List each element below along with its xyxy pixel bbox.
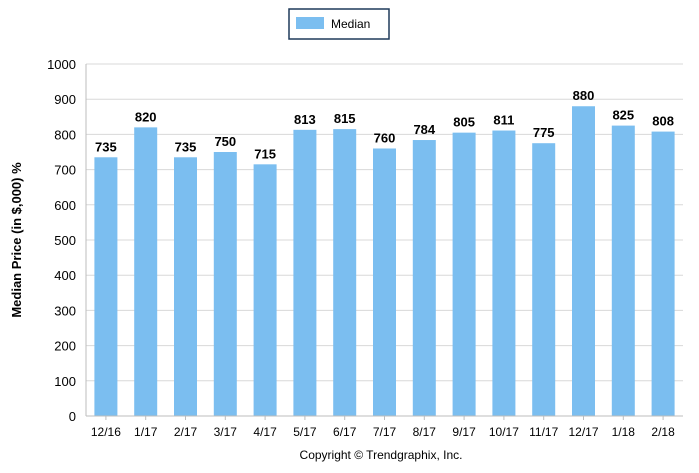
x-tick-label: 2/18 [651,425,675,439]
x-tick-label: 8/17 [413,425,437,439]
bar [373,148,396,417]
copyright-text: Copyright © Trendgraphix, Inc. [300,448,463,462]
data-label: 825 [612,108,634,123]
data-label: 820 [135,109,157,124]
y-tick-label: 400 [54,268,76,283]
x-tick-label: 12/17 [568,425,598,439]
data-label: 808 [652,114,674,129]
bar [452,132,476,416]
bar [532,143,556,416]
data-label: 715 [254,146,276,161]
x-tick-label: 4/17 [253,425,277,439]
bar [611,125,635,416]
data-label: 735 [175,139,197,154]
y-tick-label: 800 [54,127,76,142]
bar [572,106,595,417]
legend-label: Median [331,17,370,31]
y-tick-label: 500 [54,233,76,248]
data-label: 880 [573,88,595,103]
data-label: 784 [413,122,435,137]
data-label: 813 [294,112,316,127]
x-tick-label: 12/16 [91,425,121,439]
y-tick-label: 100 [54,374,76,389]
y-tick-label: 300 [54,303,76,318]
x-tick-label: 10/17 [489,425,519,439]
legend: Median [288,8,390,40]
axes [85,64,683,417]
x-tick-label: 7/17 [373,425,397,439]
bar [293,129,317,416]
y-tick-label: 1000 [47,57,76,72]
bar [492,130,516,416]
bar [412,140,436,417]
x-tick-label: 6/17 [333,425,357,439]
bar [94,157,118,416]
data-label: 805 [453,115,475,130]
x-tick-label: 1/18 [612,425,636,439]
y-axis-title: Median Price (in $,000) % [9,162,24,318]
data-label: 750 [214,134,236,149]
data-label: 775 [533,125,555,140]
bar [213,152,237,416]
data-label: 735 [95,139,117,154]
y-tick-label: 0 [69,409,76,424]
bar [253,164,277,416]
x-tick-label: 1/17 [134,425,158,439]
y-axis-ticks: 0 100 200 300 400 500 600 700 800 900 1000 [47,57,76,424]
legend-swatch [296,17,324,29]
data-labels: 735 820 735 750 715 813 815 760 784 805 811 775 880 8… [95,88,674,161]
data-label: 760 [374,130,396,145]
x-tick-label: 5/17 [293,425,317,439]
bar [174,157,197,416]
bar [333,129,357,416]
y-tick-label: 600 [54,198,76,213]
bar [651,131,675,417]
bar-series [94,106,675,417]
data-label: 815 [334,111,356,126]
x-tick-label: 3/17 [214,425,238,439]
data-label: 811 [493,113,514,128]
y-tick-label: 200 [54,339,76,354]
x-tick-label: 11/17 [529,425,558,439]
x-tick-label: 9/17 [452,425,476,439]
y-tick-label: 700 [54,163,76,178]
x-tick-label: 2/17 [174,425,198,439]
y-tick-label: 900 [54,92,76,107]
bar [134,127,158,417]
x-axis-ticks: 12/16 1/17 2/17 3/17 4/17 5/17 6/17 7/17 8/17 9/1… [91,416,675,439]
